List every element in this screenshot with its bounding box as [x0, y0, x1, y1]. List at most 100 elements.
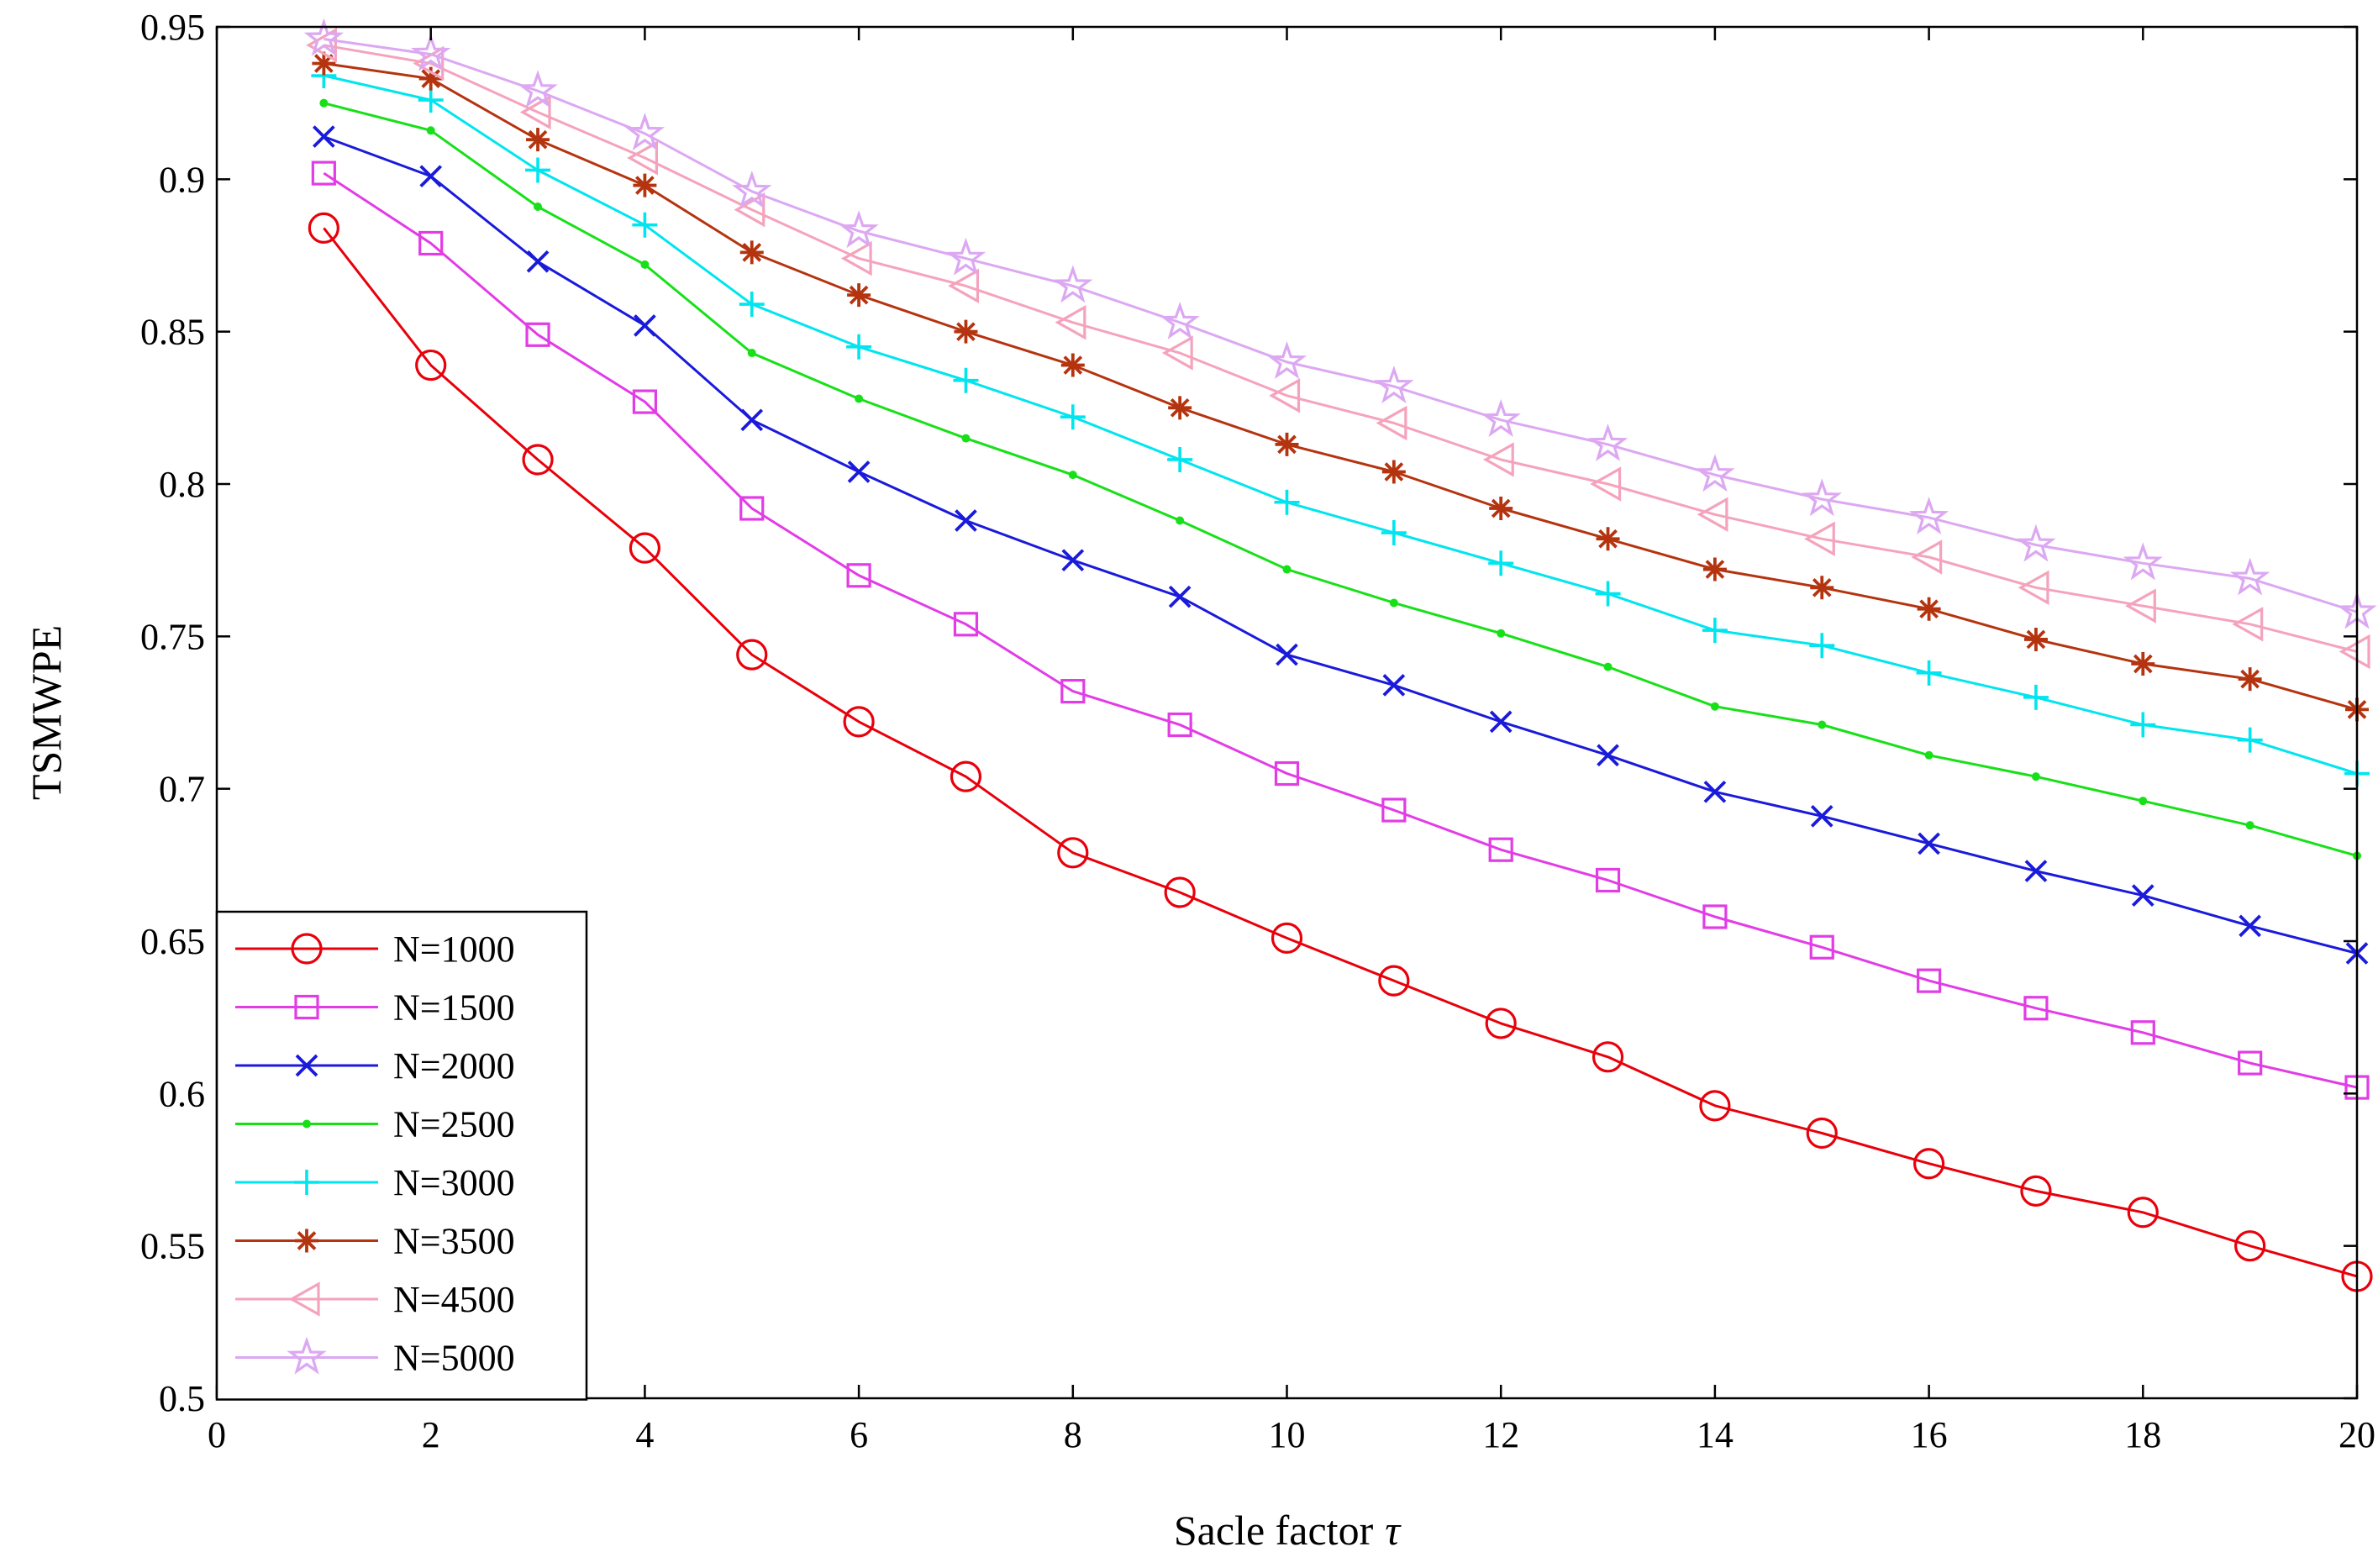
data-point-n-3500	[633, 173, 657, 197]
data-point-n-4500	[306, 28, 337, 63]
legend-marker	[294, 1170, 319, 1195]
data-point-n-2000	[1489, 710, 1513, 734]
data-point-n-3000	[1916, 660, 1942, 686]
data-point-n-2500	[1818, 720, 1827, 729]
data-point-n-5000	[732, 170, 772, 208]
data-point-n-3000	[1595, 581, 1621, 607]
data-point-n-1500	[418, 230, 444, 256]
data-point-n-1000	[415, 349, 447, 381]
data-point-n-2000	[740, 408, 764, 432]
data-point-n-5000	[1160, 301, 1200, 339]
series-n-3000	[311, 63, 2370, 787]
series-n-5000	[303, 18, 2377, 629]
data-point-n-1500	[953, 612, 979, 637]
data-point-n-1500	[1917, 968, 1942, 993]
series-n-1500	[311, 160, 2370, 1100]
legend-label: N=3500	[393, 1221, 515, 1262]
data-point-n-2000	[1061, 549, 1085, 572]
legend-label: N=2000	[393, 1045, 515, 1087]
legend-label: N=4500	[393, 1279, 515, 1320]
data-point-n-3500	[1702, 557, 1727, 581]
data-point-n-1000	[1485, 1008, 1517, 1039]
data-point-n-3000	[2023, 684, 2049, 710]
legend-item-n-2500: N=2500	[235, 1104, 515, 1145]
y-tick-label: 0.6	[159, 1073, 205, 1114]
legend-marker	[295, 1054, 318, 1077]
y-tick-label: 0.75	[140, 616, 205, 657]
data-point-n-3500	[1596, 527, 1620, 551]
legend-label: N=1500	[393, 987, 515, 1029]
y-tick-label: 0.5	[159, 1378, 205, 1419]
data-point-n-5000	[1481, 398, 1521, 437]
x-tick-label: 12	[1482, 1414, 1519, 1455]
data-point-n-5000	[839, 210, 879, 249]
legend-label: N=1000	[393, 929, 515, 970]
data-point-n-5000	[1053, 265, 1093, 303]
data-point-n-3000	[1488, 550, 1514, 576]
data-point-n-2000	[955, 509, 977, 532]
data-point-n-2500	[2139, 797, 2148, 806]
data-point-n-1500	[846, 563, 871, 588]
data-point-n-3000	[846, 334, 872, 360]
data-point-n-2000	[847, 460, 871, 483]
data-point-n-1500	[1167, 712, 1192, 738]
series-n-3500	[312, 51, 2369, 722]
data-point-n-5000	[411, 33, 451, 71]
series-line-n-5000	[324, 38, 2358, 613]
data-point-n-1000	[1378, 965, 1410, 997]
data-point-n-2500	[640, 260, 650, 269]
axis-ticks: 0 2 4 6 8 10 12 14 16 18 20 0.5 0.55 0.6 0.65 0.7 0.75 0.…	[140, 7, 2375, 1455]
x-tick-label: 14	[1697, 1414, 1734, 1455]
series-line-n-3000	[324, 74, 2358, 775]
data-point-n-3000	[525, 157, 551, 183]
data-point-n-3000	[1702, 618, 1728, 644]
data-point-n-2000	[1810, 804, 1833, 828]
data-point-n-5000	[945, 237, 986, 276]
data-point-n-5000	[624, 113, 666, 151]
data-point-n-1500	[2023, 996, 2049, 1021]
data-point-n-3500	[847, 283, 871, 308]
data-point-n-4500	[2125, 588, 2156, 624]
series-n-2500	[319, 98, 2361, 860]
x-tick-label: 10	[1269, 1414, 1306, 1455]
legend-label: N=3000	[393, 1162, 515, 1203]
series-line-n-1500	[323, 171, 2358, 1089]
data-point-n-1000	[629, 532, 661, 564]
data-point-n-3500	[2131, 651, 2155, 676]
legend-item-n-4500: N=4500	[235, 1279, 515, 1320]
data-point-n-1500	[311, 160, 336, 186]
y-tick-label: 0.85	[140, 312, 205, 353]
data-point-n-1500	[1809, 934, 1834, 960]
data-point-n-2000	[1168, 585, 1192, 608]
data-point-n-1000	[1699, 1090, 1731, 1122]
data-point-n-2000	[1597, 744, 1619, 767]
data-point-n-5000	[1695, 454, 1735, 492]
data-point-n-4500	[840, 240, 872, 276]
series-line-n-2000	[323, 135, 2358, 955]
data-point-n-5000	[1374, 366, 1414, 404]
data-point-n-4500	[1911, 539, 1943, 575]
legend-marker	[291, 933, 323, 965]
data-point-n-3500	[1060, 353, 1085, 377]
data-point-n-1500	[525, 322, 550, 347]
data-point-n-3500	[2023, 627, 2048, 651]
legend-item-n-2000: N=2000	[235, 1045, 515, 1087]
data-point-n-5000	[1587, 424, 1628, 461]
data-point-n-1000	[1806, 1117, 1838, 1150]
y-tick-label: 0.55	[140, 1226, 205, 1267]
data-point-n-5000	[2016, 524, 2056, 562]
data-point-n-1500	[1274, 760, 1300, 787]
legend-label: N=5000	[393, 1338, 515, 1379]
data-point-n-1000	[950, 760, 982, 792]
data-point-n-2500	[1497, 629, 1506, 638]
data-point-n-2000	[313, 125, 335, 148]
series-line-n-1000	[323, 227, 2358, 1278]
data-point-n-3500	[1489, 497, 1513, 521]
x-axis-title: Sacle factor τ	[1174, 1507, 1402, 1554]
legend-marker	[288, 1281, 320, 1317]
data-point-n-1000	[1057, 837, 1089, 869]
data-point-n-3000	[418, 87, 444, 113]
legend-marker	[287, 1336, 327, 1375]
legend-item-n-5000: N=5000	[235, 1336, 515, 1379]
